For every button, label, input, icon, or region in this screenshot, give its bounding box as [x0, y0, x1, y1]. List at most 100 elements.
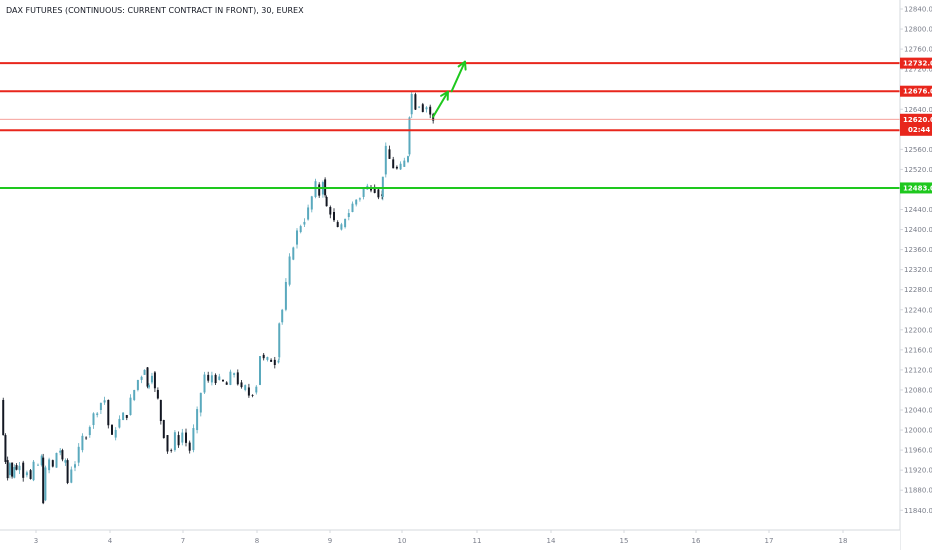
candle-body	[136, 380, 139, 390]
candle-body	[377, 189, 380, 198]
candle-body	[143, 369, 146, 375]
current-price-tag	[900, 113, 932, 135]
y-tick-label: 12520.0	[904, 166, 932, 174]
level-price-tag	[900, 57, 932, 69]
candles-layer	[2, 91, 435, 505]
candle-body	[229, 371, 232, 385]
candle-body	[159, 399, 162, 422]
candle-body	[325, 196, 328, 207]
candle-body	[407, 156, 409, 162]
candle-body	[399, 163, 402, 170]
candle-body	[15, 465, 18, 470]
candle-body	[199, 392, 202, 413]
countdown-label: 02:44	[908, 126, 930, 134]
candle-body	[244, 385, 247, 390]
candle-body	[336, 222, 339, 227]
candle-body	[146, 367, 149, 387]
candle-body	[240, 382, 243, 388]
y-tick-label: 12360.0	[904, 246, 932, 254]
x-tick-label: 9	[328, 537, 332, 545]
y-tick-label: 12440.0	[904, 206, 932, 214]
y-tick-label: 12200.0	[904, 326, 932, 334]
candle-body	[292, 247, 295, 260]
candle-body	[66, 460, 69, 484]
candle-body	[344, 218, 347, 228]
candle-body	[262, 354, 265, 359]
x-tick-label: 17	[765, 537, 774, 545]
candle-body	[122, 412, 125, 421]
candle-body	[277, 360, 280, 363]
candle-body	[32, 461, 35, 481]
candle-body	[6, 460, 9, 479]
candle-body	[92, 413, 95, 426]
candle-body	[362, 188, 365, 197]
candle-body	[74, 464, 76, 468]
y-tick-label: 12280.0	[904, 286, 932, 294]
candle-body	[150, 375, 153, 383]
candle-body	[64, 460, 67, 463]
candle-body	[381, 176, 384, 197]
y-tick-label: 12240.0	[904, 306, 932, 314]
candle-body	[166, 435, 169, 452]
candle-body	[48, 459, 51, 471]
candle-body	[225, 382, 228, 385]
y-tick-label: 12120.0	[904, 366, 932, 374]
y-tick-label: 12760.0	[904, 46, 932, 54]
time-axis: 3 4 7 8 9 10 11 14 15 16 17 18	[0, 529, 900, 550]
x-tick-label: 4	[108, 537, 113, 545]
candle-body	[222, 379, 224, 382]
candle-body	[99, 402, 102, 410]
candle-body	[214, 374, 217, 384]
y-tick-label: 12840.0	[904, 6, 932, 14]
candle-body	[51, 460, 54, 467]
candle-body	[296, 230, 298, 245]
time-axis-bg	[0, 530, 900, 550]
candle-body	[125, 415, 128, 418]
y-tick-label: 12640.0	[904, 106, 932, 114]
candle-body	[318, 184, 321, 196]
candle-body	[266, 357, 269, 360]
candle-body	[55, 452, 58, 468]
candle-body	[307, 207, 310, 220]
candle-body	[118, 418, 121, 428]
candle-body	[270, 359, 273, 362]
y-tick-label: 12080.0	[904, 386, 932, 394]
candle-body	[281, 309, 284, 323]
y-tick-label: 12720.0	[904, 66, 932, 74]
y-tick-label: 11920.0	[904, 467, 932, 475]
price-axis: 11840.0 11880.0 11920.0 11960.0 12000.0 12040…	[899, 0, 932, 550]
candle-body	[29, 470, 32, 479]
arrow-head-icon	[440, 90, 449, 101]
candle-body	[418, 106, 421, 108]
candle-body	[37, 464, 39, 466]
candle-body	[70, 469, 73, 483]
candle-body	[236, 372, 239, 385]
candle-body	[392, 159, 395, 169]
levels-layer	[0, 62, 900, 189]
y-tick-label: 12040.0	[904, 407, 932, 415]
candle-body	[96, 413, 99, 416]
candle-body	[284, 281, 287, 310]
x-tick-label: 18	[839, 537, 848, 545]
candle-body	[421, 104, 424, 112]
trend-arrow	[432, 90, 449, 118]
x-tick-label: 15	[620, 537, 629, 545]
candle-body	[129, 397, 132, 416]
level-price-label: 12676.0	[903, 88, 932, 96]
candle-body	[170, 450, 173, 451]
candle-body	[408, 117, 411, 155]
y-tick-label: 12400.0	[904, 226, 932, 234]
candle-body	[13, 466, 16, 478]
y-tick-label: 12000.0	[904, 427, 932, 435]
candle-body	[188, 442, 191, 451]
candle-body	[429, 106, 432, 115]
candle-body	[210, 375, 213, 383]
candle-body	[288, 256, 291, 285]
candle-body	[111, 425, 113, 435]
current-price-label: 12620.0	[903, 116, 932, 124]
x-tick-label: 10	[398, 537, 407, 545]
candle-body	[233, 373, 236, 375]
chart-title: DAX FUTURES (CONTINUOUS: CURRENT CONTRAC…	[6, 6, 304, 15]
x-tick-label: 8	[255, 537, 259, 545]
